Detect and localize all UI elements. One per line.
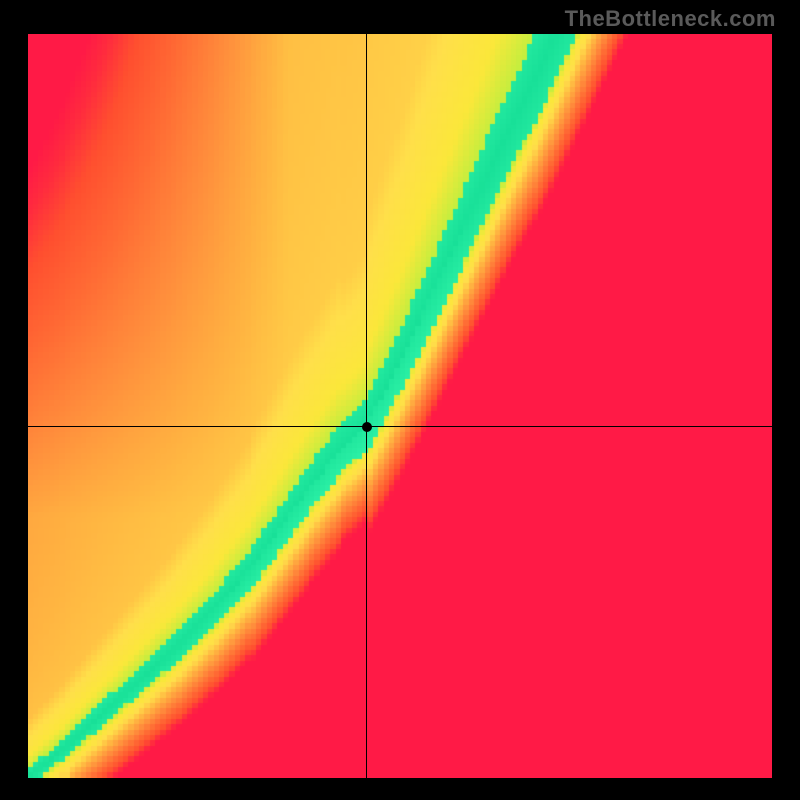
crosshair-marker xyxy=(362,422,372,432)
crosshair-horizontal xyxy=(28,426,772,427)
heatmap-plot xyxy=(28,34,772,778)
heatmap-canvas xyxy=(28,34,772,778)
chart-container: { "watermark": { "text": "TheBottleneck.… xyxy=(0,0,800,800)
crosshair-vertical xyxy=(366,34,367,778)
watermark-text: TheBottleneck.com xyxy=(565,6,776,32)
